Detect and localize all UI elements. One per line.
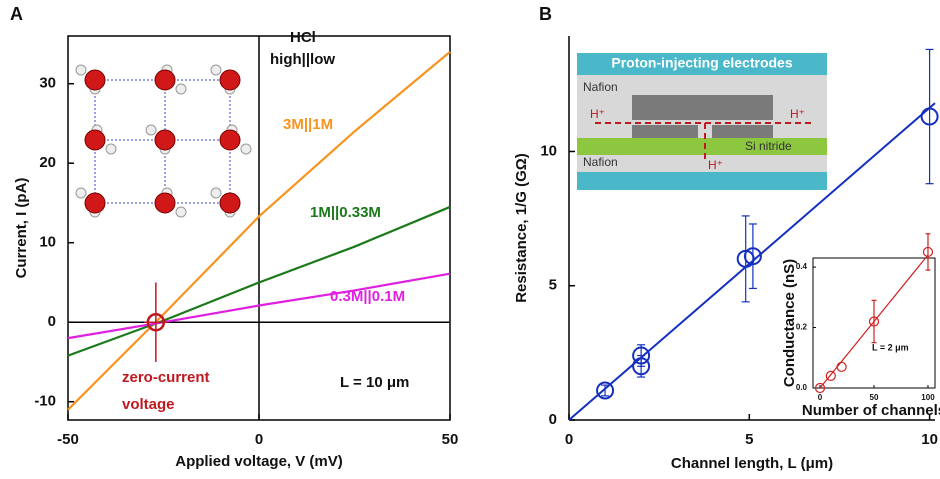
y-tick-label: 5 <box>549 277 557 294</box>
electrode <box>577 53 827 75</box>
y-tick-label: 0 <box>549 411 557 428</box>
x-axis-title: Number of channels <box>802 402 940 419</box>
fit-line <box>568 102 936 421</box>
x-tick-label: 0 <box>565 431 573 448</box>
hydrogen <box>240 143 252 155</box>
oxygen <box>84 69 106 91</box>
schematic-label: Nafion <box>583 155 618 169</box>
y-tick-label: 10 <box>39 234 56 251</box>
schematic-label: Proton-injecting electrodes <box>611 55 792 71</box>
panel-label: A <box>10 4 23 24</box>
annotation: zero-current <box>122 369 210 386</box>
channel-wall <box>632 125 698 138</box>
series-label: 3M||1M <box>283 116 333 133</box>
oxygen <box>154 192 176 214</box>
x-tick-label: 10 <box>921 431 938 448</box>
annotation: voltage <box>122 396 175 413</box>
annotation: L = 10 μm <box>340 374 409 391</box>
schematic-label: H⁺ <box>708 158 723 172</box>
x-tick-label: 5 <box>745 431 753 448</box>
hydrogen <box>175 83 187 95</box>
line-series <box>67 51 451 411</box>
hydrogen <box>75 64 87 76</box>
oxygen <box>154 69 176 91</box>
data-point <box>868 316 880 327</box>
hydrogen <box>145 124 157 136</box>
x-axis-title: Channel length, L (μm) <box>671 455 833 472</box>
y-tick-label: -10 <box>34 393 56 410</box>
nafion <box>577 155 827 172</box>
data-point <box>920 107 939 126</box>
data-point <box>825 370 836 382</box>
series-label: 0.3M||0.1M <box>330 288 405 305</box>
molecule-illustration <box>75 64 252 218</box>
line-series <box>67 205 451 357</box>
oxygen <box>219 192 241 214</box>
x-tick-label: 100 <box>921 393 935 402</box>
channel-wall <box>712 125 773 138</box>
hydrogen <box>75 187 87 199</box>
electrode-block <box>632 95 773 120</box>
data-point <box>632 346 651 365</box>
zero-current-point <box>146 312 166 332</box>
y-tick-label: 0.2 <box>796 323 808 332</box>
hydrogen <box>210 64 222 76</box>
oxygen <box>154 129 176 151</box>
oxygen <box>219 69 241 91</box>
electrode <box>577 172 827 190</box>
oxygen <box>219 129 241 151</box>
x-axis-title: Applied voltage, V (mV) <box>175 453 343 470</box>
schematic-label: Si nitride <box>745 139 792 153</box>
y-tick-label: 20 <box>39 154 56 171</box>
schematic <box>577 40 827 195</box>
annotation: HCl <box>290 29 316 46</box>
x-tick-label: 0 <box>818 393 823 402</box>
annotation: high||low <box>270 51 335 68</box>
y-tick-label: 10 <box>540 142 557 159</box>
data-point <box>743 247 762 266</box>
inset-bg <box>780 250 938 422</box>
y-axis-title: Conductance (nS) <box>781 259 798 387</box>
schematic-label: Nafion <box>583 80 618 94</box>
data-point <box>596 381 615 400</box>
data-point <box>814 382 826 394</box>
series-label: 1M||0.33M <box>310 204 381 221</box>
schematic-label: H⁺ <box>790 107 805 121</box>
hydrogen <box>105 143 117 155</box>
annotation: L = 2 μm <box>872 342 909 352</box>
line-series <box>67 272 451 340</box>
si-nitride <box>577 138 827 155</box>
oxygen <box>84 192 106 214</box>
x-tick-label: 0 <box>255 431 263 448</box>
panel-label: B <box>539 4 552 24</box>
y-tick-label: 0.0 <box>796 383 808 392</box>
y-tick-label: 0 <box>48 313 56 330</box>
hydrogen <box>175 206 187 218</box>
oxygen <box>84 129 106 151</box>
y-tick-label: 30 <box>39 75 56 92</box>
x-tick-label: -50 <box>57 431 79 448</box>
x-tick-label: 50 <box>442 431 459 448</box>
data-point <box>836 361 847 372</box>
schematic-label: H⁺ <box>590 107 605 121</box>
y-axis-title: Current, I (pA) <box>13 178 30 279</box>
x-tick-label: 50 <box>870 393 879 402</box>
y-tick-label: 0.4 <box>796 262 808 271</box>
data-point <box>922 246 934 258</box>
y-axis-title: Resistance, 1/G (GΩ) <box>513 153 530 303</box>
hydrogen <box>210 187 222 199</box>
